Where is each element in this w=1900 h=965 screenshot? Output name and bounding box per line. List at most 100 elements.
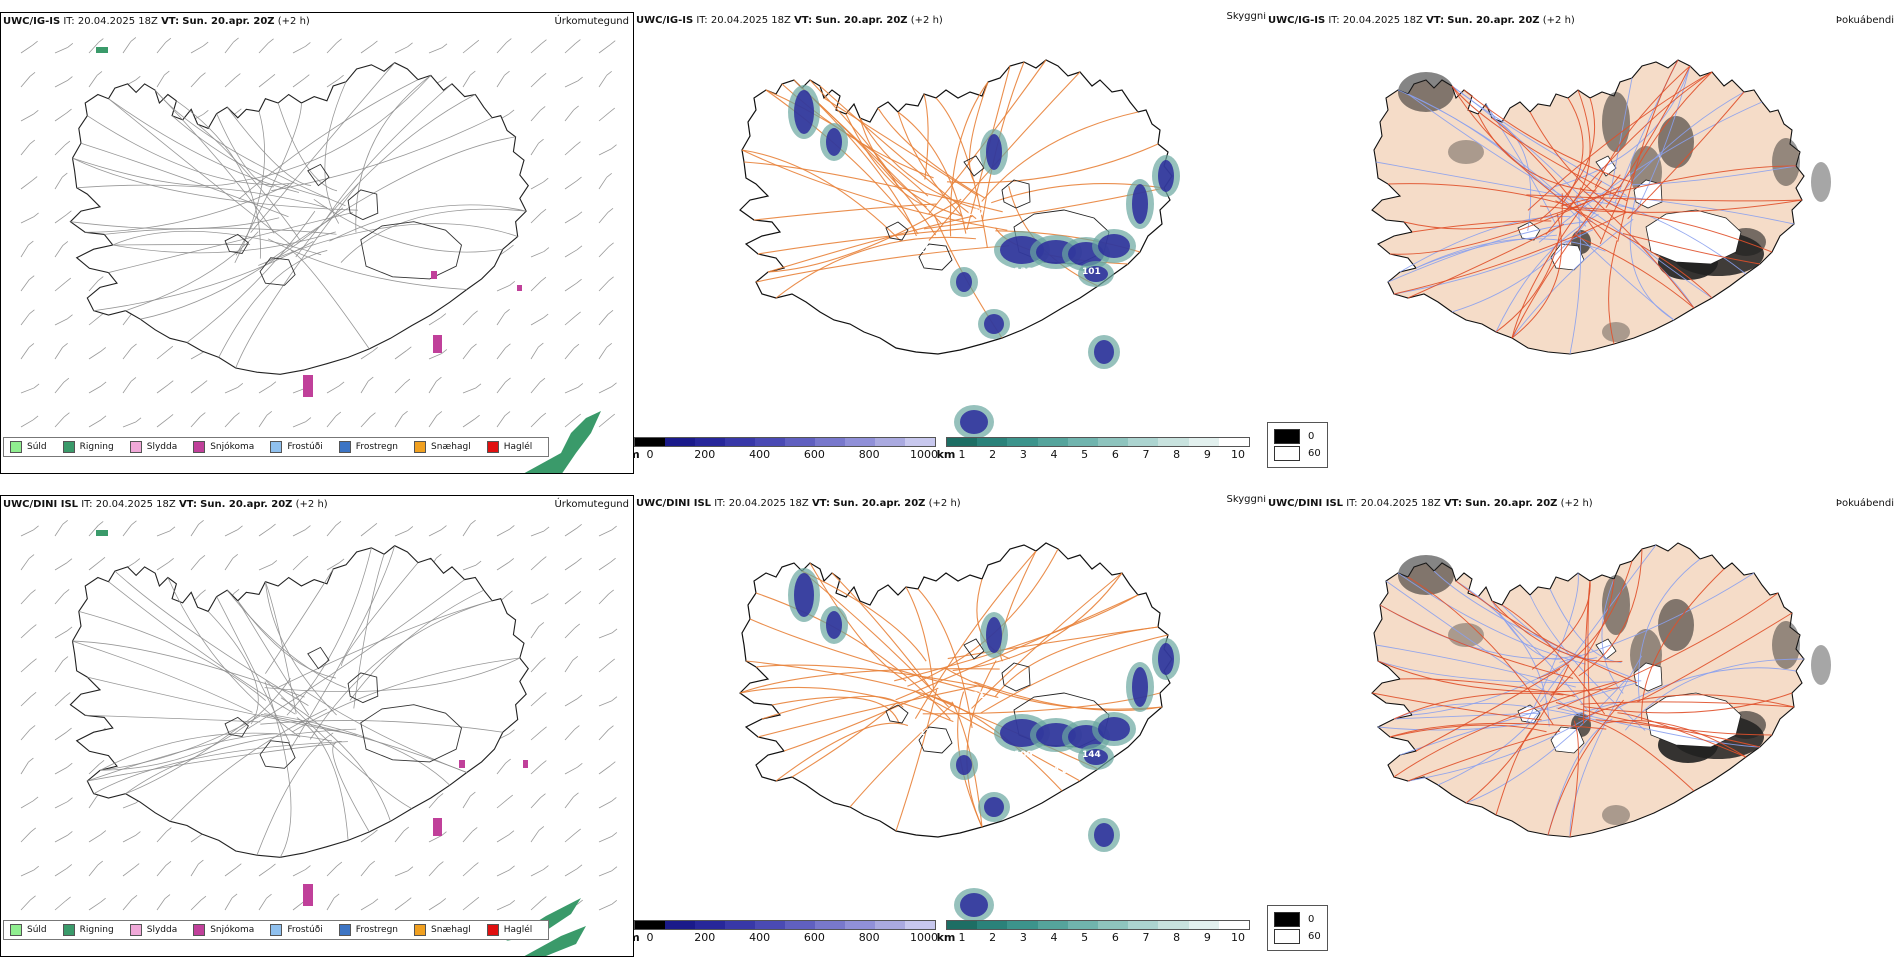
fog-legend-label: 0	[1308, 431, 1315, 442]
fog-legend-label: 60	[1308, 931, 1321, 942]
legend-item: Frostúði	[270, 441, 323, 453]
ceiling-area	[1152, 155, 1180, 197]
colorbar-cell	[1128, 438, 1159, 446]
road-network	[1387, 59, 1803, 345]
snow-area	[433, 335, 442, 353]
glacier-outline	[347, 672, 379, 704]
rain-area	[96, 47, 108, 53]
glacier-outline	[224, 233, 249, 254]
colorbar-cell	[1158, 438, 1189, 446]
panel-header: UWC/IG-IS IT: 20.04.2025 18Z VT: Sun. 20…	[636, 15, 943, 26]
legend-label: Snjókoma	[210, 925, 255, 935]
fog-legend-item: 0	[1274, 912, 1321, 927]
colorbar-tick: 2	[989, 448, 997, 461]
glacier-outline	[307, 163, 330, 187]
colorbar-cell	[905, 438, 935, 446]
glacier-outline	[1517, 221, 1541, 241]
colorbar-tick: 200	[694, 931, 716, 944]
colorbar-tick: 800	[858, 448, 880, 461]
colorbar-cell	[665, 921, 695, 929]
ceiling-value-label: 114	[934, 863, 953, 873]
precip-type-panel: UWC/DINI ISL IT: 20.04.2025 18Z VT: Sun.…	[0, 495, 634, 957]
legend-item: Snæhagl	[414, 924, 471, 936]
legend-item: Snæhagl	[414, 441, 471, 453]
panel-title: Skyggni	[1226, 495, 1266, 505]
colorbar-tick: 4	[1050, 931, 1058, 944]
legend-label: Frostúði	[287, 925, 323, 935]
colorbar-unit: m	[634, 448, 640, 461]
colorbar-tick: 5	[1081, 448, 1089, 461]
legend-swatch	[62, 441, 75, 453]
colorbar-tick: 7	[1142, 931, 1150, 944]
colorbar-cell	[665, 438, 695, 446]
colorbar-cell	[947, 921, 978, 929]
ceiling-value-label: 152	[1042, 752, 1061, 762]
colorbar-tick: 7	[1142, 448, 1150, 461]
ceiling-area	[1152, 638, 1180, 680]
colorbar-tick: 6	[1111, 931, 1119, 944]
glacier-outline	[259, 740, 296, 769]
ceiling-value-label: 113	[1054, 766, 1073, 776]
visibility-colorbar: km 1 2 3 4 5 6 7 8 9 10	[937, 437, 1250, 461]
colorbar-cell	[785, 438, 815, 446]
colorbar-cell	[1007, 921, 1038, 929]
ceiling-area	[980, 612, 1008, 658]
model-row: UWC/IG-IS IT: 20.04.2025 18Z VT: Sun. 20…	[0, 12, 1900, 482]
legend-swatch	[193, 441, 206, 453]
legend-swatch	[486, 924, 499, 936]
fog-legend-label: 0	[1308, 914, 1315, 925]
fog-legend-item: 60	[1274, 929, 1321, 944]
colorbar-tick: 8	[1173, 931, 1181, 944]
colorbar-tick: 6	[1111, 448, 1119, 461]
legend-item: Haglél	[486, 441, 532, 453]
colorbar-cell	[755, 438, 785, 446]
ceiling-value-label: 209	[979, 750, 998, 760]
snow-area	[431, 271, 437, 279]
ceiling-value-label: 119	[1054, 283, 1073, 293]
colorbar-cell	[1128, 921, 1159, 929]
colorbar-cell	[1037, 438, 1068, 446]
colorbar-cell	[905, 921, 935, 929]
legend-swatch	[414, 924, 427, 936]
glacier-outline	[360, 221, 463, 280]
colorbar-cell	[875, 438, 905, 446]
colorbar-tick: 9	[1203, 448, 1211, 461]
colorbar-cell	[635, 921, 665, 929]
precip-map	[20, 37, 617, 473]
ceiling-value-label: 107	[934, 380, 953, 390]
colorbar-cells	[634, 437, 936, 447]
fog-legend: 0 60	[1267, 905, 1328, 951]
colorbar-ticks: m0 200 400 600 800 1000	[634, 930, 938, 944]
snow-area	[303, 884, 313, 906]
legend-item: Snjókoma	[193, 924, 254, 936]
glacier-outline	[885, 704, 909, 724]
colorbar-tick: 4	[1050, 448, 1058, 461]
ceiling-value-label: 144	[1082, 750, 1101, 760]
legend-label: Slydda	[146, 442, 178, 452]
precip-map	[20, 519, 618, 956]
road-network	[739, 548, 1169, 832]
colorbar-cell	[947, 438, 978, 446]
fog-legend-label: 60	[1308, 448, 1321, 459]
panel-title: Þokuábendi	[1835, 15, 1894, 26]
legend-label: Súld	[27, 442, 47, 452]
fog-indicator-panel: UWC/DINI ISL IT: 20.04.2025 18Z VT: Sun.…	[1266, 495, 1900, 965]
colorbar-cell	[1188, 438, 1219, 446]
fog-legend-swatch	[1274, 929, 1300, 944]
legend-item: Frostúði	[270, 924, 323, 936]
ceiling-area	[1092, 229, 1136, 263]
ceiling-area	[820, 123, 848, 161]
fog-map	[1371, 59, 1831, 355]
colorbar-tick: 2	[989, 931, 997, 944]
colorbar-tick: 5	[1081, 931, 1089, 944]
fog-legend-swatch	[1274, 446, 1300, 461]
ceiling-area	[1126, 179, 1154, 229]
glacier-outline	[1595, 638, 1617, 660]
colorbar-cell	[875, 921, 905, 929]
glacier-outline	[918, 726, 953, 754]
road-network	[1375, 544, 1805, 838]
legend-label: Rigning	[79, 925, 114, 935]
model-row: UWC/DINI ISL IT: 20.04.2025 18Z VT: Sun.…	[0, 495, 1900, 965]
legend-item: Súld	[10, 924, 47, 936]
colorbar-cell	[1188, 921, 1219, 929]
